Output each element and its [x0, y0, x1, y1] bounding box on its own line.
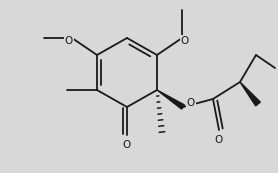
- Text: O: O: [181, 36, 189, 46]
- Polygon shape: [157, 90, 184, 109]
- Text: O: O: [65, 36, 73, 46]
- Text: O: O: [123, 140, 131, 150]
- Text: O: O: [215, 135, 223, 145]
- Text: O: O: [187, 98, 195, 108]
- Polygon shape: [240, 82, 260, 106]
